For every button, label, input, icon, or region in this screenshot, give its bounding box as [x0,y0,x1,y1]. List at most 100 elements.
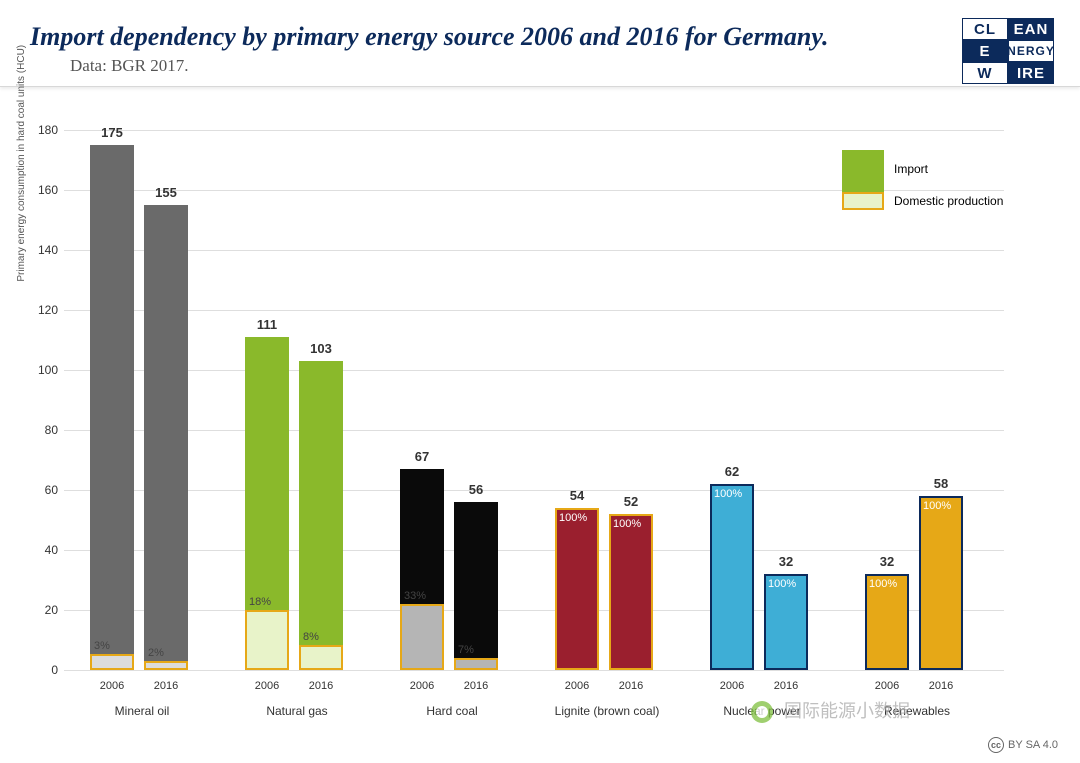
logo-cell: IRE [1008,62,1054,84]
license-text: BY SA 4.0 [1008,739,1058,751]
legend-swatch-import [842,150,884,192]
watermark: 国际能源小数据 [751,697,910,723]
bar-domestic-segment [454,658,498,670]
logo-cell: CL [962,18,1008,40]
y-tick: 80 [28,423,58,437]
y-tick: 140 [28,243,58,257]
bar-domestic-segment [90,654,134,670]
domestic-pct-label: 100% [923,500,951,512]
bar-import-segment [299,361,343,645]
year-label: 2016 [609,680,653,692]
chart-plot: 02040608010012014016018020061753%2016155… [64,130,1004,670]
bar-total-label: 54 [555,488,599,503]
bar-domestic-segment [609,514,653,670]
legend-swatch-domestic [842,192,884,210]
gridline [64,130,1004,131]
chart-subtitle: Data: BGR 2017. [70,56,1050,76]
logo-cell: NERGY [1008,40,1054,62]
bar-import-segment [144,205,188,661]
bar-total-label: 67 [400,449,444,464]
gridline [64,670,1004,671]
chart-title: Import dependency by primary energy sour… [30,22,1050,52]
bar: 32100% [764,574,808,670]
domestic-pct-label: 100% [559,512,587,524]
y-tick: 20 [28,603,58,617]
legend-label-import: Import [894,162,928,176]
bar-import-segment [400,469,444,604]
gridline [64,490,1004,491]
y-tick: 100 [28,363,58,377]
bar-total-label: 32 [865,554,909,569]
bar-domestic-segment [919,496,963,670]
domestic-pct-label: 100% [869,578,897,590]
bar: 58100% [919,496,963,670]
y-tick: 160 [28,183,58,197]
wechat-icon [751,701,773,723]
bar-total-label: 56 [454,482,498,497]
bar-total-label: 62 [710,464,754,479]
y-tick: 0 [28,663,58,677]
bar-domestic-segment [555,508,599,670]
bar-domestic-segment [299,645,343,670]
year-label: 2016 [764,680,808,692]
bar-total-label: 32 [764,554,808,569]
bar-import-segment [454,502,498,658]
chart-legend: Import Domestic production [842,150,1022,210]
watermark-text: 国际能源小数据 [784,701,910,721]
category-label: Natural gas [237,704,357,718]
logo-cell: W [962,62,1008,84]
logo-cell: E [962,40,1008,62]
gridline [64,250,1004,251]
domestic-pct-label: 100% [714,488,742,500]
bar: 1038% [299,361,343,670]
year-label: 2006 [245,680,289,692]
bar-domestic-segment [400,604,444,670]
bar: 62100% [710,484,754,670]
year-label: 2016 [919,680,963,692]
bar-total-label: 111 [245,317,289,332]
year-label: 2016 [144,680,188,692]
domestic-pct-label: 100% [613,518,641,530]
y-tick: 180 [28,123,58,137]
bar-import-segment [90,145,134,654]
bar-total-label: 155 [144,185,188,200]
bar: 1753% [90,145,134,670]
year-label: 2006 [555,680,599,692]
y-tick: 40 [28,543,58,557]
gridline [64,370,1004,371]
bar-domestic-segment [144,661,188,670]
gridline [64,310,1004,311]
chart-area: Primary energy consumption in hard coal … [64,130,1004,670]
category-label: Mineral oil [82,704,202,718]
legend-label-domestic: Domestic production [894,194,1003,208]
bar-total-label: 103 [299,341,343,356]
domestic-pct-label: 7% [458,644,474,656]
license-badge: cc BY SA 4.0 [988,737,1058,753]
bar: 567% [454,502,498,670]
domestic-pct-label: 2% [148,647,164,659]
gridline [64,550,1004,551]
year-label: 2016 [299,680,343,692]
domestic-pct-label: 33% [404,590,426,602]
bar: 52100% [609,514,653,670]
year-label: 2006 [865,680,909,692]
y-tick: 60 [28,483,58,497]
bar-import-segment [245,337,289,610]
cew-logo: CL EAN E NERGY W IRE [962,18,1054,84]
bar: 11118% [245,337,289,670]
bar: 6733% [400,469,444,670]
gridline [64,430,1004,431]
domestic-pct-label: 18% [249,596,271,608]
bar: 1552% [144,205,188,670]
category-label: Hard coal [392,704,512,718]
bar-total-label: 58 [919,476,963,491]
bar-total-label: 52 [609,494,653,509]
y-axis-label: Primary energy consumption in hard coal … [16,45,27,282]
y-tick: 120 [28,303,58,317]
logo-cell: EAN [1008,18,1054,40]
year-label: 2006 [710,680,754,692]
year-label: 2016 [454,680,498,692]
bar-total-label: 175 [90,125,134,140]
cc-icon: cc [988,737,1004,753]
chart-header: Import dependency by primary energy sour… [0,0,1080,87]
